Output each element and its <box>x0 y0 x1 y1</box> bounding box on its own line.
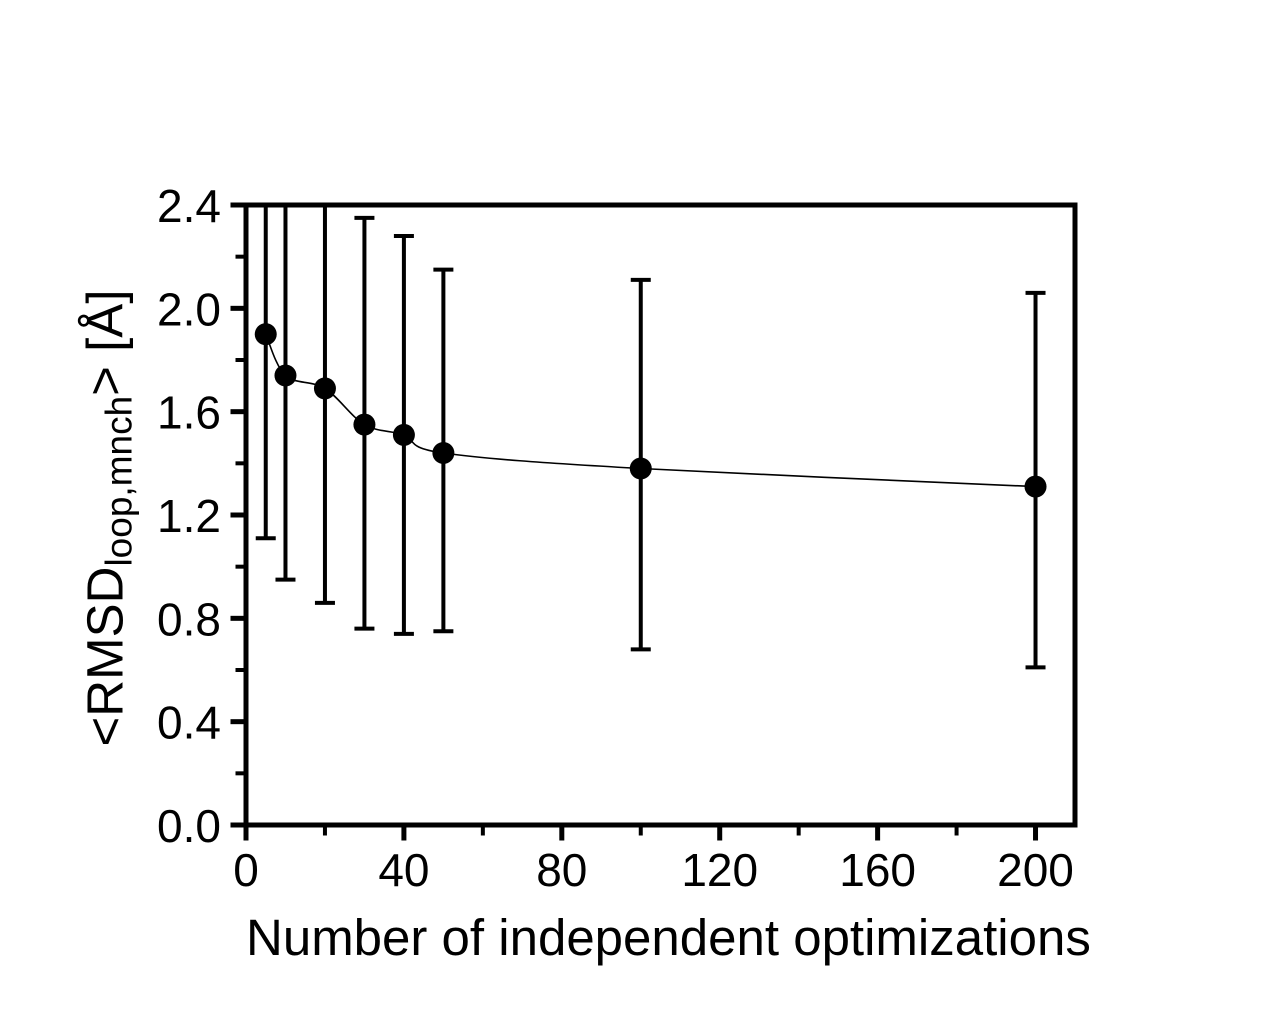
data-point <box>353 413 376 436</box>
y-tick-label: 0.0 <box>157 800 221 852</box>
y-axis-label: <RMSDloop,mnch> [Å] <box>76 290 141 747</box>
data-point <box>313 377 336 400</box>
x-tick-label: 160 <box>839 844 916 896</box>
fit-curve <box>265 333 1036 488</box>
y-tick-label: 2.0 <box>157 283 221 335</box>
data-point <box>274 364 297 387</box>
x-tick-label: 200 <box>997 844 1074 896</box>
x-tick-label: 80 <box>536 844 587 896</box>
x-tick-label: 0 <box>233 844 259 896</box>
y-tick-label: 1.6 <box>157 387 221 439</box>
data-point <box>392 423 415 446</box>
x-axis-label: Number of independent optimizations <box>246 909 1091 966</box>
plot-frame <box>243 202 1078 828</box>
y-tick-label: 1.2 <box>157 490 221 542</box>
x-tick-label: 120 <box>681 844 758 896</box>
y-axis-label-units: > [Å] <box>76 289 134 396</box>
data-point <box>1024 475 1047 498</box>
x-tick-label: 40 <box>378 844 429 896</box>
y-axis-label-subscript: loop,mnch <box>98 395 140 567</box>
data-point <box>254 323 277 346</box>
y-tick-label: 0.8 <box>157 593 221 645</box>
data-point <box>432 442 455 464</box>
y-tick-label: 0.4 <box>157 697 221 749</box>
y-tick-label: 2.4 <box>157 180 221 232</box>
data-point <box>629 457 652 480</box>
y-axis-label-main: <RMSD <box>76 566 134 747</box>
